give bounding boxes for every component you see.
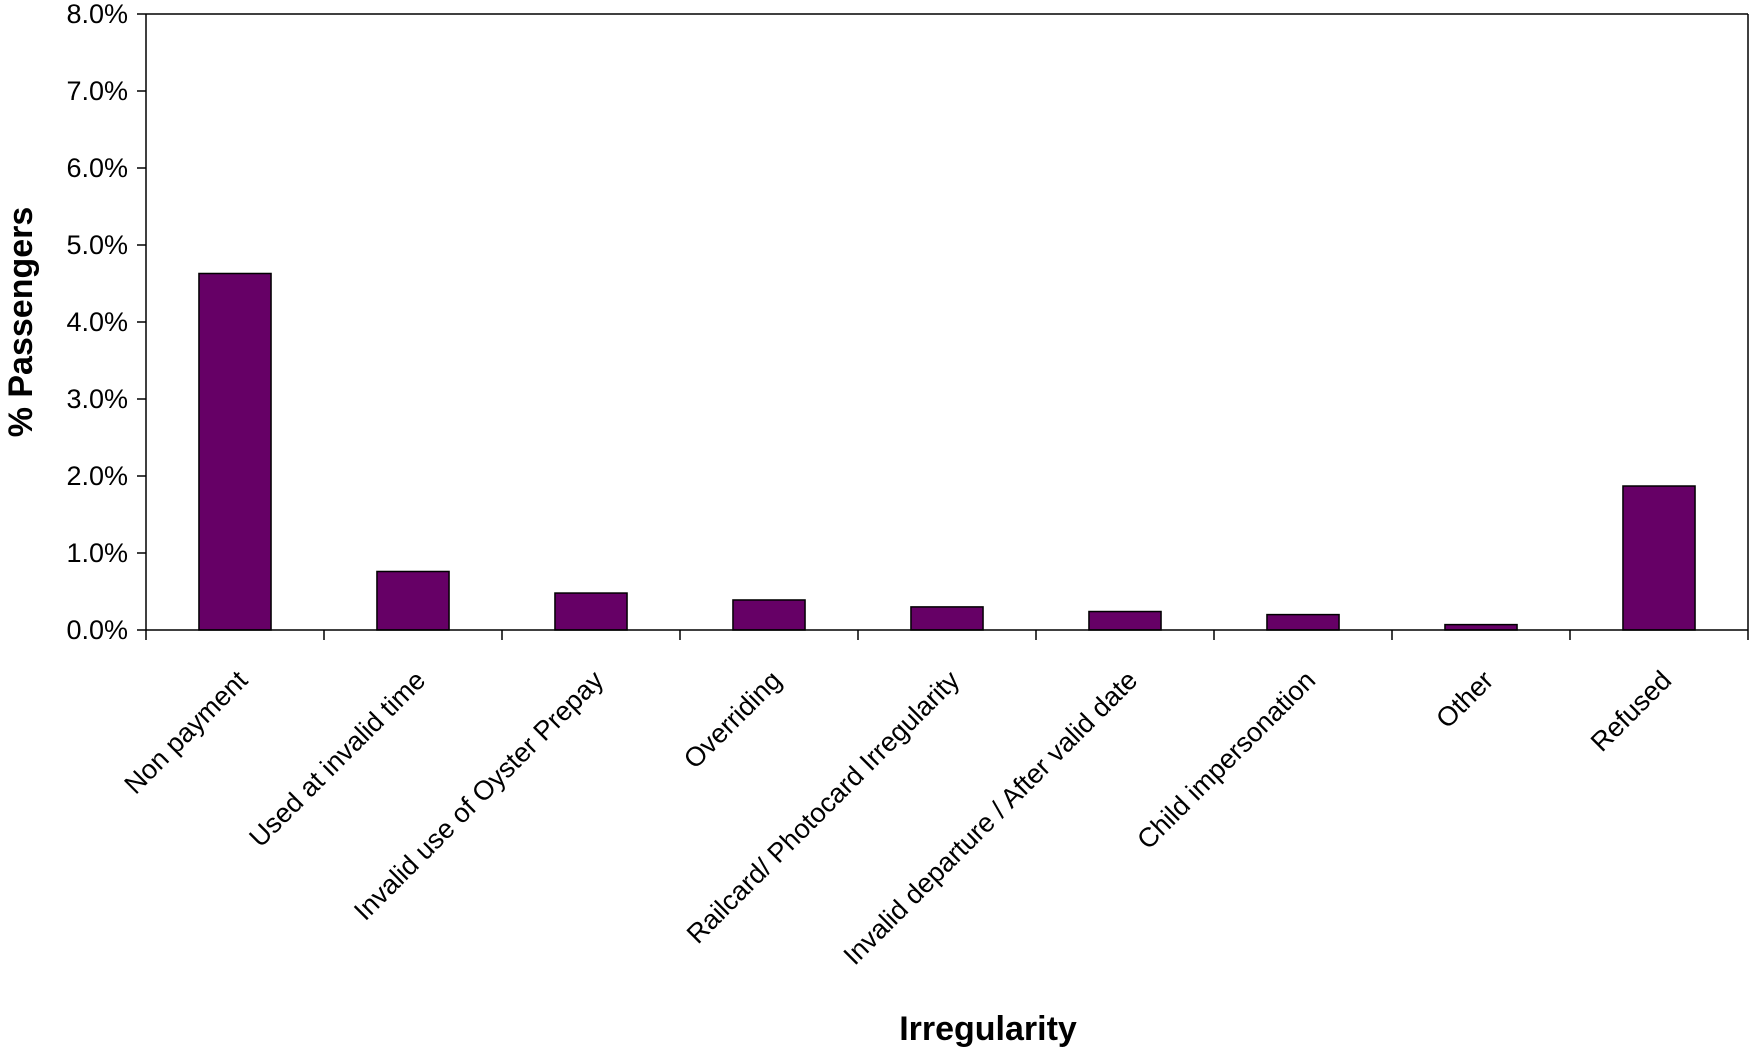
- y-tick-label: 1.0%: [66, 538, 128, 568]
- y-tick-label: 0.0%: [66, 615, 128, 645]
- bar: [376, 570, 450, 631]
- bar: [732, 599, 806, 631]
- y-tick-label: 7.0%: [66, 76, 128, 106]
- bar: [1444, 623, 1518, 631]
- bar: [1266, 613, 1340, 631]
- x-category-label: Overriding: [678, 665, 787, 774]
- x-category-label: Used at invalid time: [243, 665, 431, 853]
- x-category-label: Non payment: [118, 665, 253, 800]
- bar: [910, 606, 984, 631]
- x-category-label: Other: [1430, 665, 1499, 734]
- x-axis-title: Irregularity: [899, 1010, 1077, 1048]
- bar: [1622, 485, 1696, 631]
- bars-group: [198, 272, 1696, 631]
- y-axis-title: % Passengers: [2, 207, 40, 438]
- bar: [1088, 610, 1162, 631]
- y-axis-ticks: 0.0% 1.0% 2.0% 3.0% 4.0% 5.0% 6.0% 7.0% 8.0%: [66, 0, 146, 645]
- bar: [198, 272, 272, 631]
- y-tick-label: 3.0%: [66, 384, 128, 414]
- bar: [554, 592, 628, 631]
- y-tick-label: 4.0%: [66, 307, 128, 337]
- x-category-label: Refused: [1585, 665, 1677, 757]
- y-tick-label: 8.0%: [66, 0, 128, 29]
- x-axis-ticks: [145, 630, 1749, 640]
- x-category-label: Invalid departure / After valid date: [838, 665, 1144, 971]
- x-category-label: Child impersonation: [1131, 665, 1321, 855]
- y-tick-label: 5.0%: [66, 230, 128, 260]
- y-tick-label: 6.0%: [66, 153, 128, 183]
- y-tick-label: 2.0%: [66, 461, 128, 491]
